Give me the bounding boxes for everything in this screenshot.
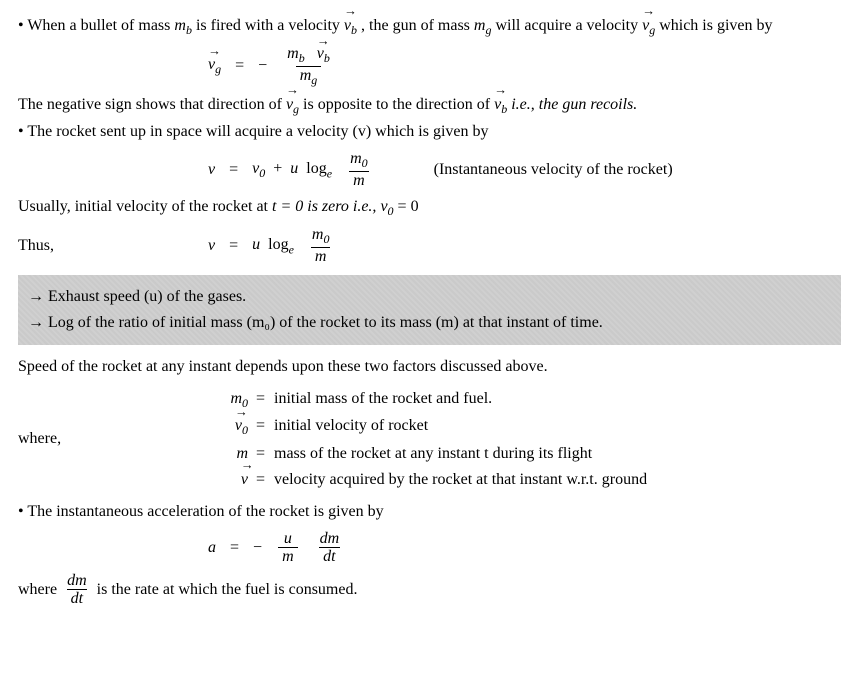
txt: which is given by — [659, 17, 772, 34]
para-accel: • The instantaneous acceleration of the … — [18, 500, 841, 524]
eq-recoil: vg = − mb vb mg — [18, 45, 841, 87]
eq-rocket-v: v = v0 + u loge m0 m (Instantaneous velo… — [18, 150, 841, 189]
eq-note: (Instantaneous velocity of the rocket) — [434, 158, 673, 182]
para-neg-sign: The negative sign shows that direction o… — [18, 93, 841, 118]
txt: is fired with a velocity — [196, 17, 344, 34]
para-bullet-gun: • When a bullet of mass mb is fired with… — [18, 14, 841, 39]
defs-block: where, m0 = initial mass of the rocket a… — [18, 385, 841, 493]
txt: , the gun of mass — [361, 17, 474, 34]
hl-line-2: → Log of the ratio of initial mass (m₀) … — [28, 311, 831, 335]
eq-rocket-v-simple: Thus, v = u loge m0 m — [18, 226, 841, 265]
para-dmdt: where dm dt is the rate at which the fue… — [18, 572, 841, 608]
txt: will acquire a velocity — [495, 17, 642, 34]
para-initial: Usually, initial velocity of the rocket … — [18, 195, 841, 220]
hl-line-1: → Exhaust speed (u) of the gases. — [28, 285, 831, 309]
para-rocket: • The rocket sent up in space will acqui… — [18, 120, 841, 144]
highlight-box: → Exhaust speed (u) of the gases. → Log … — [18, 275, 841, 345]
txt: • When a bullet of mass — [18, 17, 174, 34]
para-factors: Speed of the rocket at any instant depen… — [18, 355, 841, 379]
eq-accel: a = − u m dm dt — [18, 530, 841, 566]
